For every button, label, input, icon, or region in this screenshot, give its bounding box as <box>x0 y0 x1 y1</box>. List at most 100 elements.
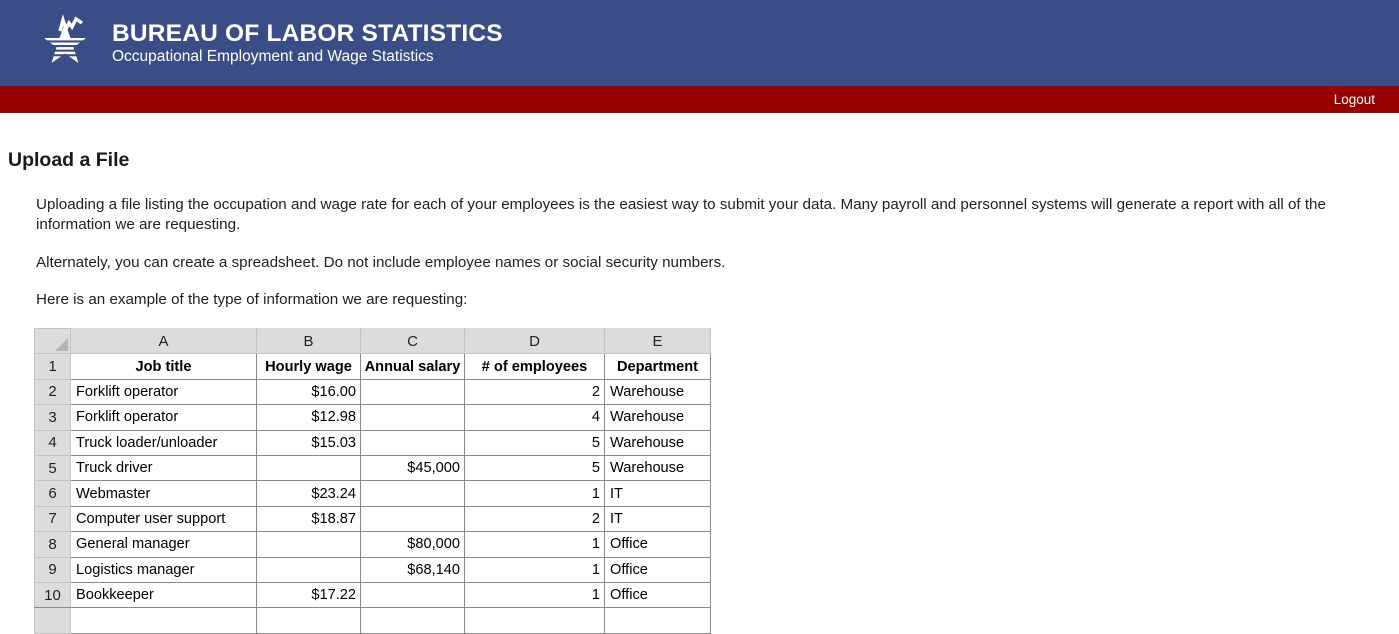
cell-department[interactable]: Warehouse <box>604 454 711 482</box>
row-header-4[interactable]: 4 <box>34 429 71 456</box>
spreadsheet-table: A B C D E 1 Job title Hourly wage Annual… <box>34 327 711 634</box>
cell-department[interactable]: Office <box>604 556 711 583</box>
cell-employees[interactable]: 1 <box>464 480 605 507</box>
cell-employees[interactable]: 2 <box>464 505 605 533</box>
cell-department[interactable]: Office <box>604 531 711 558</box>
table-row: 6 Webmaster $23.24 1 IT <box>34 480 711 507</box>
row-header-1[interactable]: 1 <box>34 353 71 380</box>
cell-job-title[interactable]: Webmaster <box>70 480 257 507</box>
site-header: BUREAU OF LABOR STATISTICS Occupational … <box>0 0 1399 86</box>
table-row-partial <box>34 607 711 634</box>
instructions-paragraph-1: Uploading a file listing the occupation … <box>36 196 1326 233</box>
cell-hourly-wage[interactable] <box>256 531 361 558</box>
cell-partial-c[interactable] <box>360 607 465 634</box>
cell-job-title[interactable]: Forklift operator <box>70 378 257 406</box>
cell-department[interactable]: Warehouse <box>604 429 711 456</box>
cell-annual-salary[interactable]: $45,000 <box>360 454 465 482</box>
cell-job-title[interactable]: Bookkeeper <box>70 581 257 609</box>
cell-partial-b[interactable] <box>256 607 361 634</box>
cell-department[interactable]: IT <box>604 505 711 533</box>
cell-department[interactable]: Warehouse <box>604 404 711 431</box>
row-header-3[interactable]: 3 <box>34 404 71 431</box>
column-header-d[interactable]: D <box>464 327 605 355</box>
row-header-7[interactable]: 7 <box>34 505 71 533</box>
cell-b1-hourly-wage[interactable]: Hourly wage <box>256 353 361 380</box>
row-header-2[interactable]: 2 <box>34 378 71 406</box>
cell-annual-salary[interactable] <box>360 581 465 609</box>
cell-annual-salary[interactable]: $68,140 <box>360 556 465 583</box>
instructions-paragraph-3: Here is an example of the type of inform… <box>36 291 468 309</box>
cell-annual-salary[interactable] <box>360 429 465 456</box>
column-header-a[interactable]: A <box>70 327 257 355</box>
cell-partial-e[interactable] <box>604 607 711 634</box>
row-header-partial[interactable] <box>34 607 71 634</box>
instructions-block: Uploading a file listing the occupation … <box>36 195 1385 310</box>
cell-department[interactable]: Warehouse <box>604 378 711 406</box>
cell-e1-department[interactable]: Department <box>604 353 711 380</box>
main-content: Upload a File Uploading a file listing t… <box>0 149 1399 634</box>
logout-link[interactable]: Logout <box>1333 92 1375 107</box>
row-header-9[interactable]: 9 <box>34 556 71 583</box>
cell-employees[interactable]: 1 <box>464 581 605 609</box>
page-title: Upload a File <box>8 149 130 171</box>
cell-annual-salary[interactable] <box>360 480 465 507</box>
row-header-8[interactable]: 8 <box>34 531 71 558</box>
agency-title: BUREAU OF LABOR STATISTICS <box>112 19 503 47</box>
select-all-corner[interactable] <box>34 327 71 355</box>
select-all-triangle-icon <box>55 338 68 352</box>
cell-hourly-wage[interactable]: $15.03 <box>256 429 361 456</box>
cell-annual-salary[interactable]: $80,000 <box>360 531 465 558</box>
cell-partial-a[interactable] <box>70 607 257 634</box>
row-header-5[interactable]: 5 <box>34 454 71 482</box>
cell-job-title[interactable]: Truck driver <box>70 454 257 482</box>
cell-d1-employees[interactable]: # of employees <box>464 353 605 380</box>
cell-annual-salary[interactable] <box>360 404 465 431</box>
column-header-e[interactable]: E <box>604 327 711 355</box>
table-row: 1 Job title Hourly wage Annual salary # … <box>34 353 711 380</box>
row-header-6[interactable]: 6 <box>34 480 71 507</box>
table-row: 3 Forklift operator $12.98 4 Warehouse <box>34 404 711 431</box>
table-row: 9 Logistics manager $68,140 1 Office <box>34 556 711 583</box>
column-header-c[interactable]: C <box>360 327 465 355</box>
cell-job-title[interactable]: Truck loader/unloader <box>70 429 257 456</box>
example-spreadsheet: A B C D E 1 Job title Hourly wage Annual… <box>34 327 734 634</box>
instructions-paragraph-2: Alternately, you can create a spreadshee… <box>36 253 726 271</box>
cell-hourly-wage[interactable] <box>256 454 361 482</box>
table-row: 10 Bookkeeper $17.22 1 Office <box>34 581 711 609</box>
cell-job-title[interactable]: Computer user support <box>70 505 257 533</box>
table-row: 2 Forklift operator $16.00 2 Warehouse <box>34 378 711 406</box>
cell-hourly-wage[interactable]: $16.00 <box>256 378 361 406</box>
cell-employees[interactable]: 1 <box>464 531 605 558</box>
cell-partial-d[interactable] <box>464 607 605 634</box>
cell-employees[interactable]: 2 <box>464 378 605 406</box>
table-row: 4 Truck loader/unloader $15.03 5 Warehou… <box>34 429 711 456</box>
cell-hourly-wage[interactable]: $23.24 <box>256 480 361 507</box>
cell-department[interactable]: Office <box>604 581 711 609</box>
cell-employees[interactable]: 1 <box>464 556 605 583</box>
cell-employees[interactable]: 5 <box>464 454 605 482</box>
cell-employees[interactable]: 5 <box>464 429 605 456</box>
cell-job-title[interactable]: Forklift operator <box>70 404 257 431</box>
bls-star-chart-icon <box>35 14 95 72</box>
cell-job-title[interactable]: Logistics manager <box>70 556 257 583</box>
program-subtitle: Occupational Employment and Wage Statist… <box>112 48 434 65</box>
cell-hourly-wage[interactable]: $18.87 <box>256 505 361 533</box>
table-row: 8 General manager $80,000 1 Office <box>34 531 711 558</box>
row-header-10[interactable]: 10 <box>34 581 71 609</box>
nav-bar: Logout <box>0 86 1399 113</box>
cell-hourly-wage[interactable] <box>256 556 361 583</box>
cell-a1-job-title[interactable]: Job title <box>70 353 257 380</box>
column-header-b[interactable]: B <box>256 327 361 355</box>
cell-employees[interactable]: 4 <box>464 404 605 431</box>
cell-hourly-wage[interactable]: $17.22 <box>256 581 361 609</box>
cell-annual-salary[interactable] <box>360 505 465 533</box>
cell-job-title[interactable]: General manager <box>70 531 257 558</box>
bls-logo <box>26 14 104 72</box>
cell-department[interactable]: IT <box>604 480 711 507</box>
table-row: 7 Computer user support $18.87 2 IT <box>34 505 711 533</box>
column-header-row: A B C D E <box>34 327 711 355</box>
cell-annual-salary[interactable] <box>360 378 465 406</box>
cell-hourly-wage[interactable]: $12.98 <box>256 404 361 431</box>
cell-c1-annual-salary[interactable]: Annual salary <box>360 353 465 380</box>
table-row: 5 Truck driver $45,000 5 Warehouse <box>34 454 711 482</box>
